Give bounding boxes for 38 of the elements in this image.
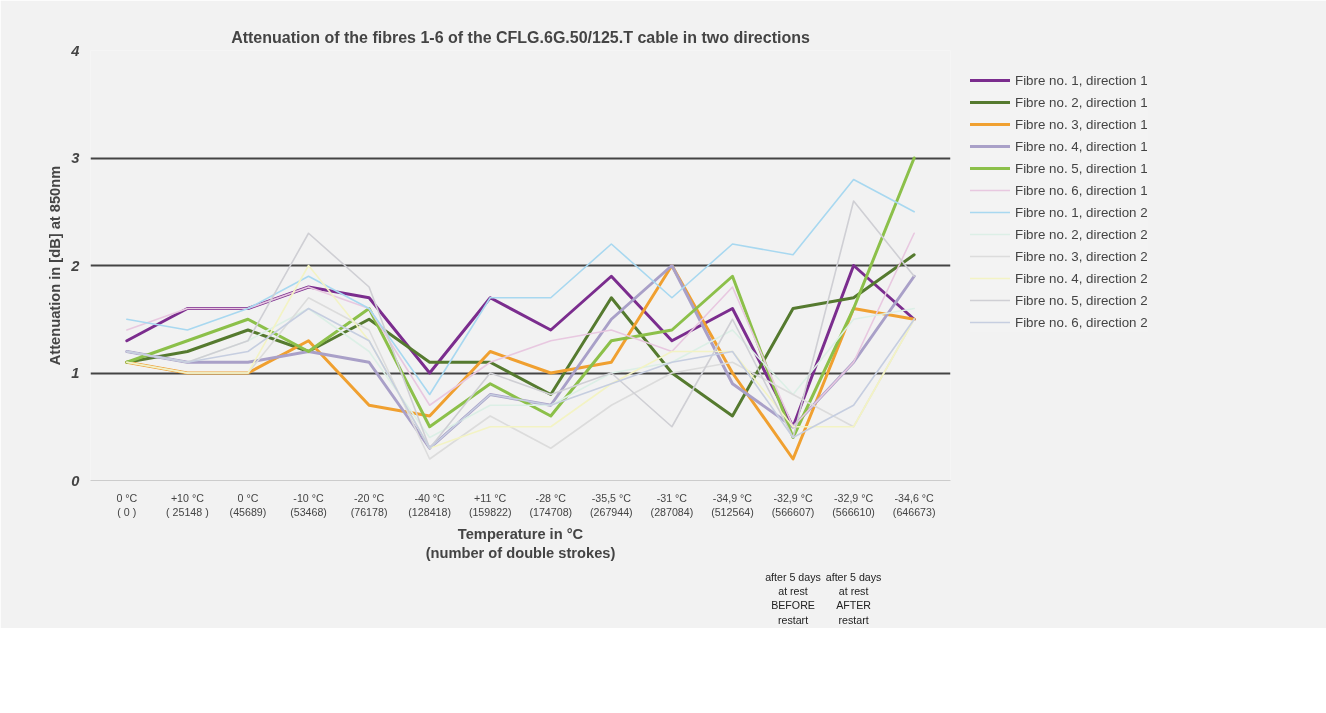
legend-label: Fibre no. 1, direction 1 <box>1015 72 1148 88</box>
x-tick-label: 0 °C (45689) <box>229 491 267 518</box>
y-axis-title: Attenuation in [dB] at 850nm <box>47 165 64 366</box>
line-series <box>126 178 915 396</box>
legend-label: Fibre no. 4, direction 1 <box>1015 138 1148 154</box>
text: after 5 days at rest AFTER restart <box>825 570 882 626</box>
x-tick-label: -35,5 °C (267944) <box>590 491 633 518</box>
x-tick-label: -10 °C (53468) <box>290 491 327 518</box>
x-tick-label: -40 °C (128418) <box>408 491 451 518</box>
legend-label: Fibre no. 6, direction 1 <box>1015 182 1148 198</box>
y-tick-label: 2 <box>70 257 80 274</box>
legend-label: Fibre no. 4, direction 2 <box>1015 270 1148 286</box>
x-tick-label: -32,9 °C (566607) <box>771 491 815 518</box>
legend-label: Fibre no. 1, direction 2 <box>1015 204 1148 220</box>
text: after 5 days at rest BEFORE restart <box>765 570 821 626</box>
x-tick-label: +11 °C (159822) <box>468 491 512 518</box>
line-series <box>126 232 915 428</box>
chart-title: Attenuation of the fibres 1-6 of the CFLG.6G.50/125.T cable in two directions <box>231 28 810 46</box>
x-tick-label: -28 °C (174708) <box>529 491 573 518</box>
y-tick-label: 4 <box>70 42 80 59</box>
y-tick-label: 1 <box>71 365 80 381</box>
x-tick-label: -32,9 °C (566610) <box>832 491 875 518</box>
x-tick-label: -34,6 °C (646673) <box>892 491 936 518</box>
legend-label: Fibre no. 5, direction 1 <box>1015 160 1148 176</box>
x-tick-label: 0 °C ( 0 ) <box>116 491 138 518</box>
y-tick-label: 3 <box>71 150 80 166</box>
legend-label: Fibre no. 3, direction 1 <box>1015 116 1148 132</box>
x-tick-label: -34,9 °C (512564) <box>711 491 754 518</box>
legend-label: Fibre no. 2, direction 2 <box>1015 226 1148 242</box>
legend-label: Fibre no. 2, direction 1 <box>1015 94 1148 110</box>
x-tick-label: -31 °C (287084) <box>650 491 694 518</box>
legend-label: Fibre no. 6, direction 2 <box>1015 314 1148 330</box>
x-tick-label: -20 °C (76178) <box>350 491 388 518</box>
x-axis-title: Temperature in °C (number of double strokes) <box>425 525 616 562</box>
legend-label: Fibre no. 5, direction 2 <box>1015 292 1148 308</box>
x-tick-label: +10 °C ( 25148 ) <box>166 491 209 518</box>
legend-label: Fibre no. 3, direction 2 <box>1015 248 1148 264</box>
y-tick-label: 0 <box>71 472 81 489</box>
